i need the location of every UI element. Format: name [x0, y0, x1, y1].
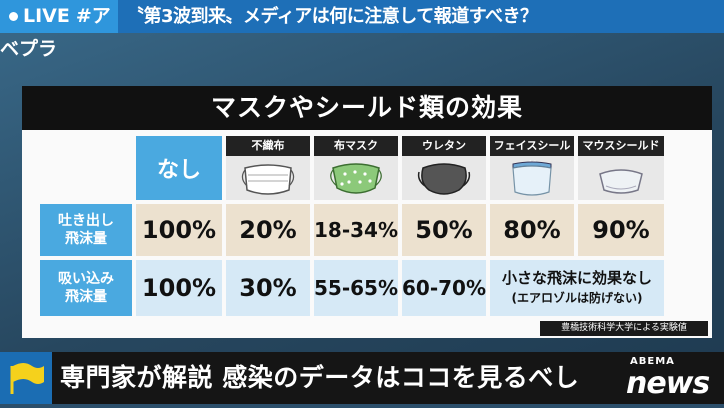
exhale-value-mouth-shield: 90%: [578, 204, 664, 256]
row-label-line1: 吐き出し: [58, 213, 114, 229]
inhale-shield-note: 小さな飛沫に効果なし (エアロゾルは防げない): [490, 260, 664, 316]
column-label: 不織布: [226, 136, 310, 156]
column-header-face-shield: フェイスシールド: [490, 136, 574, 200]
note-line1: 小さな飛沫に効果なし: [501, 269, 652, 287]
headline: 〝第3波到来〟メディアは何に注意して報道すべき？: [126, 6, 538, 27]
column-header-urethane: ウレタン: [402, 136, 486, 200]
inhale-value-none: 100%: [136, 260, 222, 316]
column-label: フェイスシールド: [490, 136, 574, 172]
inhale-value-nonwoven: 30%: [226, 260, 310, 316]
row-label-line1: 吸い込み: [58, 271, 114, 287]
flag-badge: [0, 352, 52, 404]
column-header-cloth: 布マスク: [314, 136, 398, 200]
live-dot-icon: [9, 12, 18, 21]
source-caption: 豊橋技術科学大学による実験値: [540, 321, 708, 336]
exhale-value-urethane: 50%: [402, 204, 486, 256]
row-label-exhale: 吐き出し 飛沫量: [40, 204, 132, 256]
exhale-value-none: 100%: [136, 204, 222, 256]
hashtag: #アベプラ: [0, 5, 111, 60]
inhale-value-cloth: 55-65%: [314, 260, 398, 316]
exhale-value-face-shield: 80%: [490, 204, 574, 256]
urethane-mask-icon: [417, 163, 471, 195]
inhale-value-urethane: 60-70%: [402, 260, 486, 316]
news-logo: news: [626, 366, 710, 401]
column-label: マウスシールド: [578, 136, 664, 156]
column-label: ウレタン: [402, 136, 486, 156]
nonwoven-mask-icon: [241, 164, 295, 195]
exhale-value-cloth: 18-34%: [314, 204, 398, 256]
bottom-caption-bar: [0, 352, 724, 404]
row-label-line2: 飛沫量: [65, 231, 107, 247]
exhale-value-nonwoven: 20%: [226, 204, 310, 256]
note-line2: (エアロゾルは防げない): [511, 291, 643, 305]
row-label-line2: 飛沫量: [65, 289, 107, 305]
column-header-nonwoven: 不織布: [226, 136, 310, 200]
abema-logo-small: ABEMA: [630, 356, 675, 367]
column-header-mouth-shield: マウスシールド: [578, 136, 664, 200]
top-banner: [0, 0, 724, 33]
mouth-shield-icon: [599, 169, 643, 194]
live-badge: LIVE #アベプラ: [0, 0, 118, 60]
cloth-mask-icon: [330, 163, 382, 194]
panel-title: マスクやシールド類の効果: [22, 86, 712, 130]
live-label: LIVE: [23, 5, 70, 27]
bottom-caption-text: 専門家が解説 感染のデータはココを見るべし: [60, 363, 580, 392]
column-label: 布マスク: [314, 136, 398, 156]
face-shield-icon: [512, 161, 552, 196]
flag-icon: [10, 363, 44, 394]
column-header-none: なし: [136, 136, 222, 200]
row-label-inhale: 吸い込み 飛沫量: [40, 260, 132, 316]
